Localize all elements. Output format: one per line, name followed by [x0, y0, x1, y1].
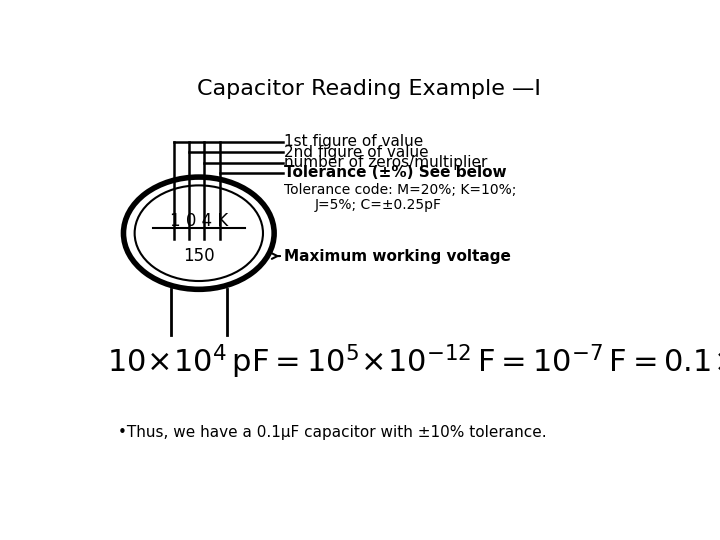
Text: 1st figure of value: 1st figure of value — [284, 134, 423, 149]
Text: Tolerance (±%) See below: Tolerance (±%) See below — [284, 165, 507, 180]
Text: J=5%; C=±0.25pF: J=5%; C=±0.25pF — [315, 198, 442, 212]
Text: number of zeros/multiplier: number of zeros/multiplier — [284, 155, 487, 170]
Text: 150: 150 — [183, 247, 215, 265]
Text: 2nd figure of value: 2nd figure of value — [284, 145, 429, 160]
Text: Tolerance code: M=20%; K=10%;: Tolerance code: M=20%; K=10%; — [284, 183, 516, 197]
Text: Maximum working voltage: Maximum working voltage — [284, 248, 511, 264]
Text: •Thus, we have a 0.1μF capacitor with ±10% tolerance.: •Thus, we have a 0.1μF capacitor with ±1… — [118, 426, 546, 440]
Text: $10\!\times\!10^4\,\mathrm{pF}{=}10^5\!\times\!10^{-12}\,\mathrm{F}{=}10^{-7}\,\: $10\!\times\!10^4\,\mathrm{pF}{=}10^5\!\… — [107, 343, 720, 381]
Text: 1 0 4 K: 1 0 4 K — [170, 212, 228, 230]
Text: Capacitor Reading Example —I: Capacitor Reading Example —I — [197, 79, 541, 99]
